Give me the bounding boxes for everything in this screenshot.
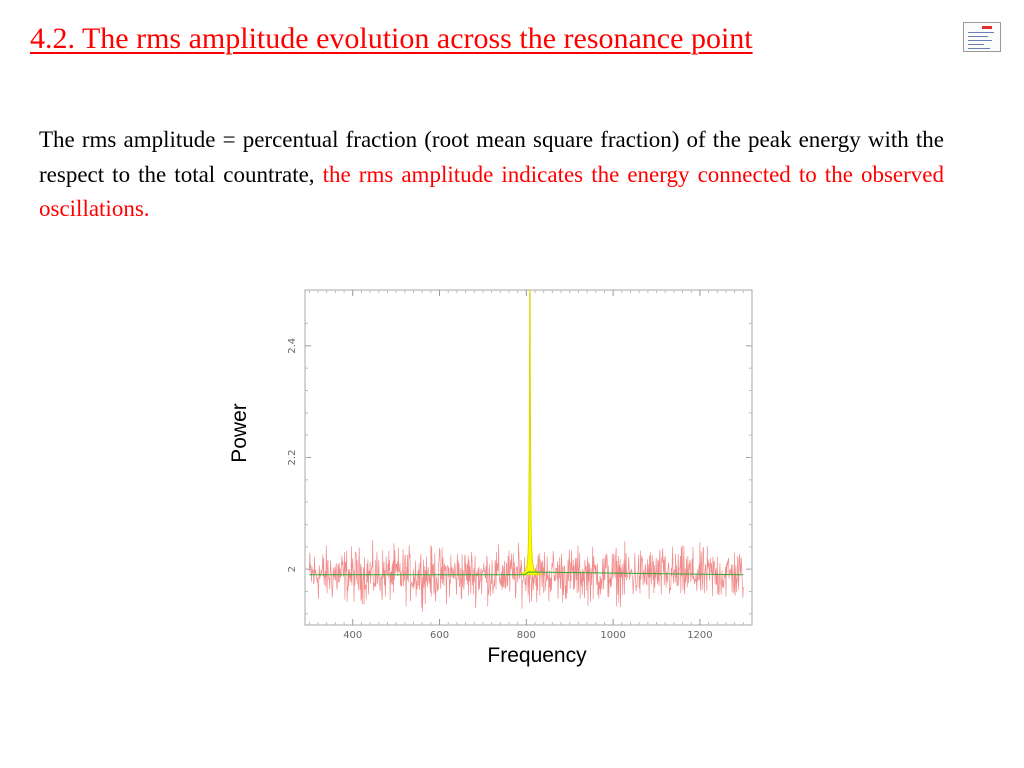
x-tick-label: 800: [517, 630, 536, 641]
x-tick-label: 1000: [600, 630, 625, 641]
y-tick-label: 2.2: [287, 450, 298, 466]
body-text-black: The rms amplitude = percentual fraction …: [39, 127, 944, 187]
slide-thumbnail-icon[interactable]: [963, 22, 1001, 52]
noise-line: [308, 539, 744, 612]
qpo-peak: [520, 289, 542, 576]
y-tick-label: 2: [287, 566, 298, 572]
x-tick-label: 400: [343, 630, 362, 641]
noise-series: [308, 539, 744, 612]
peak-series: [520, 289, 542, 576]
fit-series: [309, 571, 744, 576]
y-axis-label: Power: [228, 403, 251, 463]
x-tick-label: 1200: [687, 630, 712, 641]
body-text-highlight: the rms amplitude indicates the energy c…: [39, 161, 944, 222]
y-tick-label: 2.4: [287, 338, 298, 354]
x-tick-label: 600: [430, 630, 449, 641]
x-axis-label: Frequency: [487, 644, 587, 667]
slide-title: 4.2. The rms amplitude evolution across …: [30, 22, 753, 55]
body-paragraph: The rms amplitude = percentual fraction …: [39, 123, 944, 227]
fit-line: [309, 571, 744, 576]
axis-ticks: 400 600 800 1000 1200 2 2.2 2.4: [287, 290, 752, 641]
